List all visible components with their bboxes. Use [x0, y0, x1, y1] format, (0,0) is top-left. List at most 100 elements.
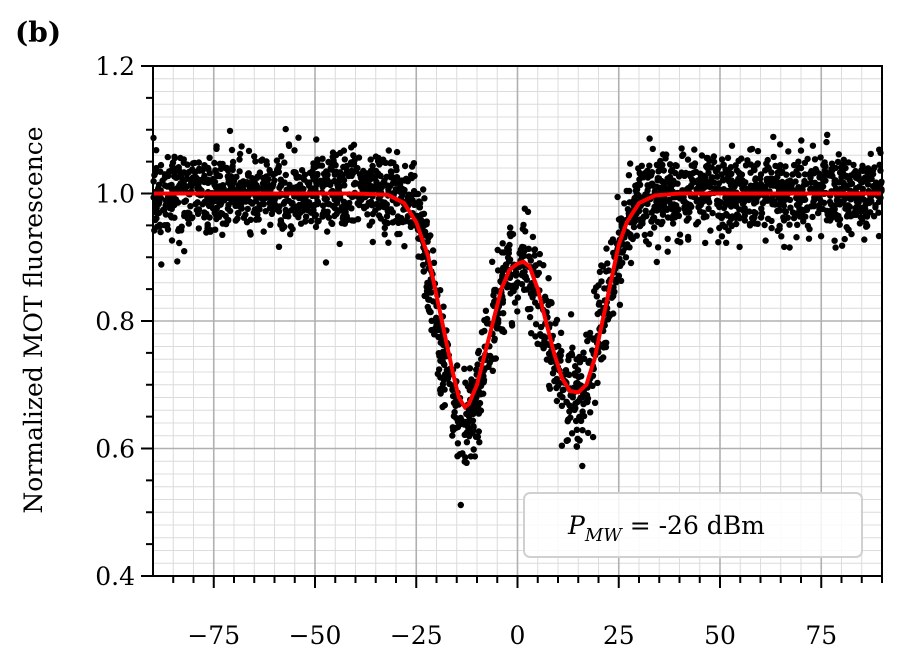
data-point	[176, 239, 183, 247]
data-point	[705, 183, 712, 190]
data-point	[840, 182, 848, 189]
data-point	[558, 442, 566, 449]
data-point	[252, 197, 259, 205]
data-point	[449, 432, 456, 439]
data-point	[875, 209, 882, 216]
data-point	[387, 206, 395, 213]
data-point	[594, 310, 601, 318]
data-point	[703, 213, 710, 220]
data-point	[298, 167, 306, 174]
data-point	[831, 181, 838, 188]
data-point	[475, 347, 483, 355]
data-point	[576, 396, 583, 404]
data-point	[228, 146, 236, 154]
data-point	[674, 180, 681, 187]
data-point	[292, 207, 299, 214]
data-point	[206, 154, 213, 161]
data-point	[568, 350, 575, 357]
data-point	[660, 167, 667, 174]
data-point	[207, 228, 214, 235]
data-point	[429, 247, 437, 254]
data-point	[744, 157, 751, 164]
data-point	[273, 157, 281, 164]
data-point	[704, 164, 711, 172]
data-point	[713, 167, 721, 174]
data-point	[617, 277, 625, 284]
data-point	[245, 172, 252, 179]
data-point	[187, 203, 194, 210]
data-point	[812, 166, 819, 173]
data-point	[408, 163, 416, 170]
data-point	[449, 386, 456, 393]
data-point	[579, 427, 586, 434]
data-point	[441, 386, 448, 393]
data-point	[715, 180, 723, 187]
data-point	[512, 272, 520, 279]
data-point	[302, 213, 310, 220]
data-point	[203, 210, 210, 218]
data-point	[449, 424, 456, 431]
data-point	[153, 147, 160, 154]
data-point	[507, 224, 514, 231]
data-point	[363, 203, 370, 210]
data-point	[746, 222, 754, 229]
data-point	[434, 370, 441, 378]
data-point	[369, 186, 377, 193]
data-point	[468, 376, 475, 383]
data-point	[715, 239, 722, 246]
data-point	[824, 131, 831, 138]
data-point	[295, 194, 303, 202]
data-point	[297, 220, 305, 227]
data-point	[394, 213, 402, 220]
data-point	[573, 443, 580, 450]
data-point	[199, 167, 206, 174]
data-point	[161, 174, 169, 181]
data-point	[835, 151, 842, 158]
data-point	[781, 243, 788, 251]
data-point	[816, 195, 823, 202]
data-point	[319, 155, 326, 162]
y-tick-label: 1.2	[95, 52, 135, 81]
data-point	[475, 410, 482, 417]
data-point	[572, 404, 579, 412]
data-point	[751, 166, 758, 174]
data-point	[610, 310, 617, 317]
data-point	[558, 402, 566, 409]
data-point	[831, 237, 838, 244]
data-point	[537, 331, 544, 338]
data-point	[823, 138, 830, 146]
data-point	[589, 433, 597, 441]
data-point	[229, 163, 236, 170]
data-point	[355, 154, 363, 161]
data-point	[822, 163, 829, 170]
data-point	[311, 213, 319, 220]
data-point	[724, 170, 731, 177]
data-point	[522, 228, 529, 235]
data-point	[604, 260, 611, 267]
data-point	[192, 200, 199, 208]
data-point	[234, 215, 241, 222]
data-point	[261, 183, 269, 190]
x-tick-label: −25	[390, 621, 443, 650]
data-point	[571, 370, 578, 377]
data-point	[411, 172, 418, 180]
data-point	[330, 159, 337, 166]
data-point	[446, 380, 453, 387]
data-point	[295, 134, 302, 141]
data-point	[722, 200, 729, 207]
data-point	[624, 206, 632, 213]
data-point	[252, 216, 260, 223]
data-point	[350, 152, 357, 159]
data-point	[659, 218, 666, 226]
data-point	[319, 183, 326, 190]
data-point	[217, 165, 225, 173]
data-point	[774, 227, 781, 234]
data-point	[656, 184, 663, 192]
data-point	[718, 214, 725, 222]
data-point	[775, 163, 783, 171]
data-point	[727, 164, 735, 171]
data-point	[770, 133, 777, 141]
data-point	[331, 212, 338, 220]
data-point	[266, 166, 273, 174]
data-point	[474, 403, 482, 410]
